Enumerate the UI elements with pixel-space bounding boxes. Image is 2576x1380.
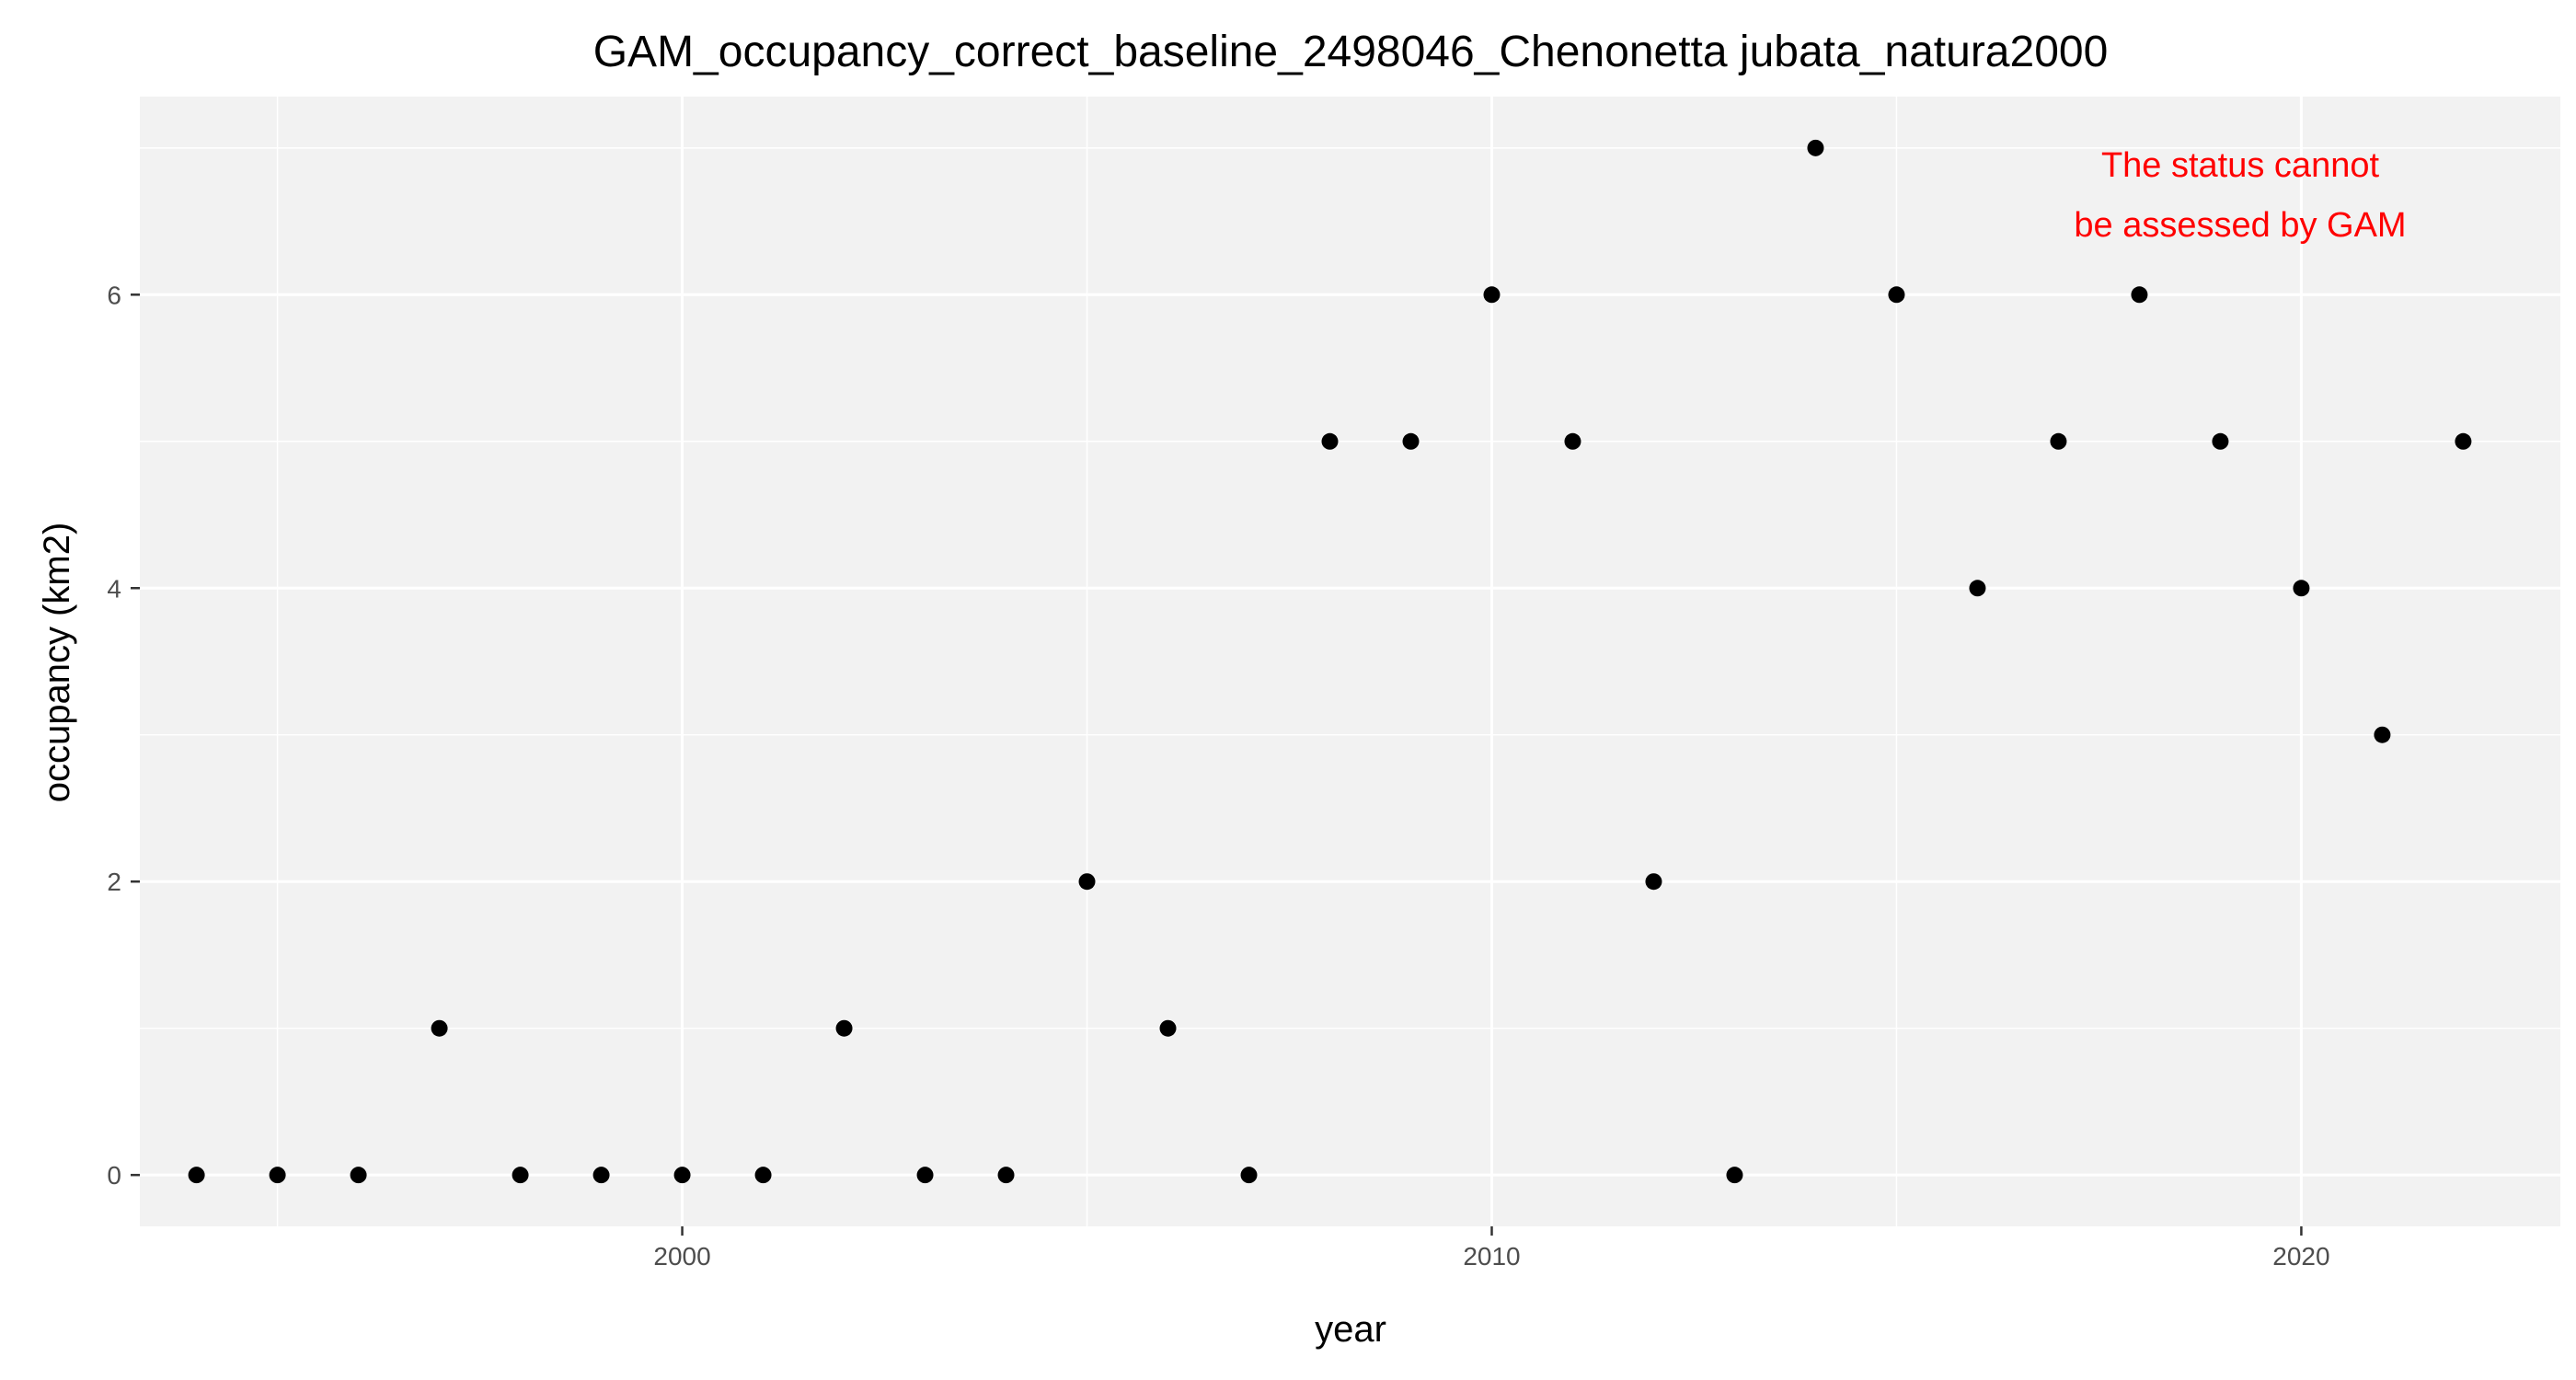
y-tick-label: 2 [107,868,121,896]
plot-panel [140,97,2560,1226]
data-point [997,1167,1015,1184]
data-point [1321,432,1339,450]
y-tick-label: 4 [107,574,121,603]
y-axis-title: occupancy (km2) [37,523,77,803]
status-note-line-1: The status cannot [2101,146,2380,185]
y-tick-label: 6 [107,281,121,309]
data-point [1726,1167,1743,1184]
data-point [2050,432,2067,450]
data-point [835,1019,853,1037]
data-point [1807,139,1824,156]
data-point [1969,580,1986,597]
data-point [269,1167,286,1184]
major-gridlines [140,97,2560,1226]
data-point [2455,432,2472,450]
data-point [2374,726,2391,743]
data-point [2293,580,2310,597]
data-point [1159,1019,1177,1037]
data-point [2131,286,2148,304]
data-point [1888,286,1905,304]
data-points [188,139,2472,1184]
x-tick-label: 2000 [653,1242,710,1271]
data-point [431,1019,448,1037]
minor-gridlines [140,97,2560,1226]
data-point [1483,286,1501,304]
x-axis-title: year [1315,1309,1386,1350]
chart-title: GAM_occupancy_correct_baseline_2498046_C… [593,28,2109,76]
data-point [673,1167,691,1184]
x-tick-label: 2010 [1463,1242,1520,1271]
y-tick-label: 0 [107,1161,121,1190]
data-point [1078,873,1096,891]
data-point [350,1167,367,1184]
data-point [2212,432,2229,450]
data-point [592,1167,610,1184]
data-point [1240,1167,1258,1184]
data-point [1402,432,1420,450]
data-point [1564,432,1581,450]
axis-ticks: 2000 2010 2020 0 2 4 6 [107,281,2329,1271]
status-note-line-2: be assessed by GAM [2074,206,2406,245]
data-point [754,1167,772,1184]
data-point [188,1167,205,1184]
data-point [512,1167,529,1184]
x-tick-label: 2020 [2272,1242,2329,1271]
data-point [916,1167,934,1184]
data-point [1645,873,1662,891]
